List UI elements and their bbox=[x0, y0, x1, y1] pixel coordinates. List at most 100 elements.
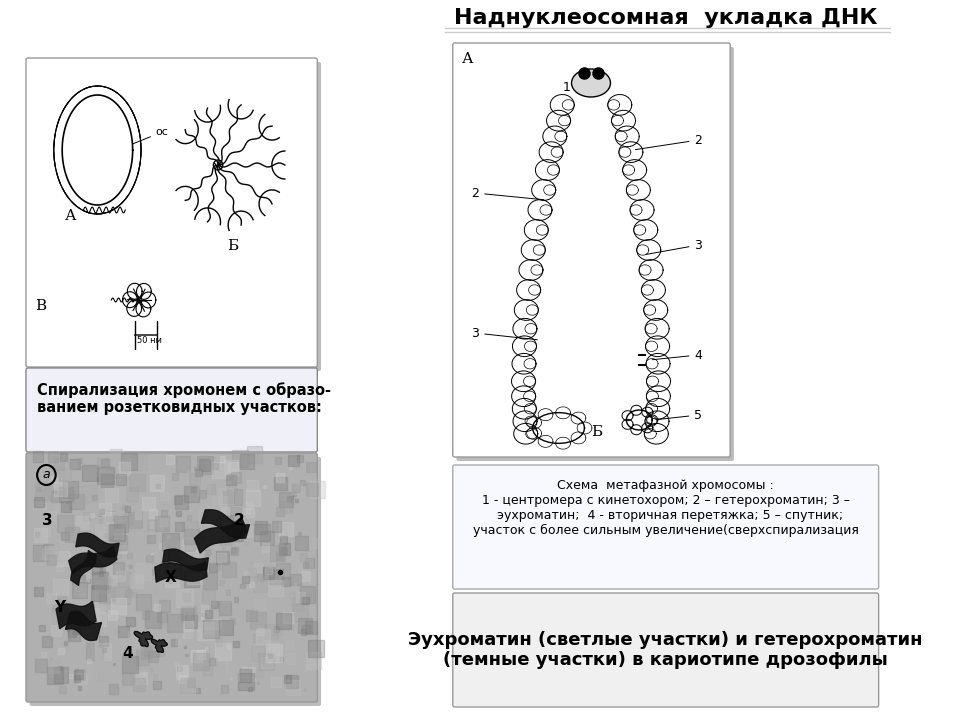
Bar bbox=[44, 483, 50, 489]
Bar bbox=[191, 487, 196, 492]
Bar bbox=[122, 505, 127, 510]
Bar bbox=[33, 451, 43, 462]
Bar bbox=[309, 481, 325, 498]
Bar bbox=[95, 602, 106, 613]
Bar bbox=[119, 462, 131, 474]
Text: 4: 4 bbox=[123, 646, 133, 661]
Bar bbox=[76, 567, 89, 582]
Bar bbox=[114, 588, 130, 604]
Bar bbox=[184, 678, 197, 693]
Bar bbox=[126, 487, 138, 500]
Bar bbox=[61, 532, 69, 540]
Bar bbox=[112, 662, 115, 665]
Bar bbox=[223, 591, 232, 602]
Bar bbox=[116, 474, 127, 485]
Bar bbox=[154, 604, 160, 611]
Bar bbox=[183, 629, 192, 638]
Bar bbox=[254, 599, 265, 611]
Bar bbox=[48, 661, 59, 673]
Bar bbox=[111, 541, 119, 550]
Polygon shape bbox=[134, 631, 153, 647]
Bar bbox=[76, 516, 88, 529]
Bar bbox=[238, 672, 254, 690]
Bar bbox=[84, 616, 95, 628]
Bar bbox=[262, 567, 274, 579]
Bar bbox=[135, 513, 141, 519]
Bar bbox=[35, 497, 44, 507]
Bar bbox=[263, 656, 273, 666]
Bar bbox=[67, 613, 81, 627]
Bar bbox=[287, 496, 293, 502]
Bar bbox=[307, 640, 324, 657]
Bar bbox=[130, 574, 143, 588]
Bar bbox=[93, 557, 98, 562]
Bar bbox=[44, 546, 56, 559]
Bar bbox=[111, 598, 127, 614]
Bar bbox=[99, 587, 113, 603]
Bar bbox=[180, 600, 182, 603]
Bar bbox=[204, 621, 211, 629]
Bar bbox=[46, 593, 56, 603]
Bar bbox=[132, 612, 145, 626]
Bar bbox=[244, 571, 249, 576]
Bar bbox=[193, 654, 209, 670]
Bar bbox=[135, 594, 151, 610]
FancyBboxPatch shape bbox=[453, 593, 878, 707]
Bar bbox=[47, 511, 56, 521]
Bar bbox=[292, 484, 300, 492]
Bar bbox=[59, 487, 73, 502]
Bar bbox=[279, 657, 283, 661]
Bar bbox=[228, 474, 233, 480]
Bar bbox=[108, 564, 119, 577]
Bar bbox=[174, 495, 181, 504]
Bar bbox=[135, 672, 147, 684]
Bar bbox=[225, 665, 239, 681]
Bar bbox=[225, 460, 238, 475]
Bar bbox=[33, 503, 35, 505]
Bar bbox=[239, 670, 252, 682]
Bar bbox=[74, 567, 85, 579]
Bar bbox=[122, 656, 137, 673]
Polygon shape bbox=[195, 517, 248, 553]
Bar bbox=[184, 615, 198, 629]
Bar bbox=[50, 657, 53, 660]
Bar bbox=[95, 631, 100, 636]
Text: Y: Y bbox=[54, 600, 65, 615]
Bar bbox=[182, 593, 190, 601]
Bar bbox=[44, 546, 59, 561]
Bar bbox=[154, 588, 158, 593]
Bar bbox=[151, 521, 156, 528]
Bar bbox=[74, 675, 81, 682]
Bar bbox=[290, 574, 300, 585]
Bar bbox=[227, 590, 230, 595]
Bar bbox=[35, 532, 39, 536]
Bar bbox=[77, 575, 85, 583]
Bar bbox=[167, 535, 170, 538]
Bar bbox=[142, 611, 149, 619]
Bar bbox=[55, 482, 67, 495]
Bar bbox=[43, 544, 53, 555]
Bar bbox=[80, 542, 91, 554]
Bar bbox=[101, 474, 113, 487]
Bar bbox=[178, 666, 182, 671]
Bar bbox=[304, 626, 308, 631]
Bar bbox=[299, 618, 312, 632]
Bar bbox=[46, 554, 56, 564]
Bar bbox=[82, 485, 97, 502]
Bar bbox=[261, 657, 272, 668]
Bar bbox=[221, 507, 228, 515]
Bar bbox=[184, 540, 195, 551]
Bar bbox=[163, 570, 169, 575]
Bar bbox=[159, 544, 164, 549]
Bar bbox=[203, 567, 206, 571]
Bar bbox=[231, 548, 236, 553]
Bar bbox=[187, 616, 190, 618]
Bar bbox=[112, 534, 127, 550]
Bar bbox=[271, 677, 280, 687]
Bar bbox=[187, 567, 204, 584]
Bar bbox=[122, 486, 124, 488]
Bar bbox=[198, 622, 213, 640]
Bar bbox=[268, 580, 283, 596]
Bar bbox=[177, 510, 181, 516]
Bar bbox=[53, 579, 68, 595]
